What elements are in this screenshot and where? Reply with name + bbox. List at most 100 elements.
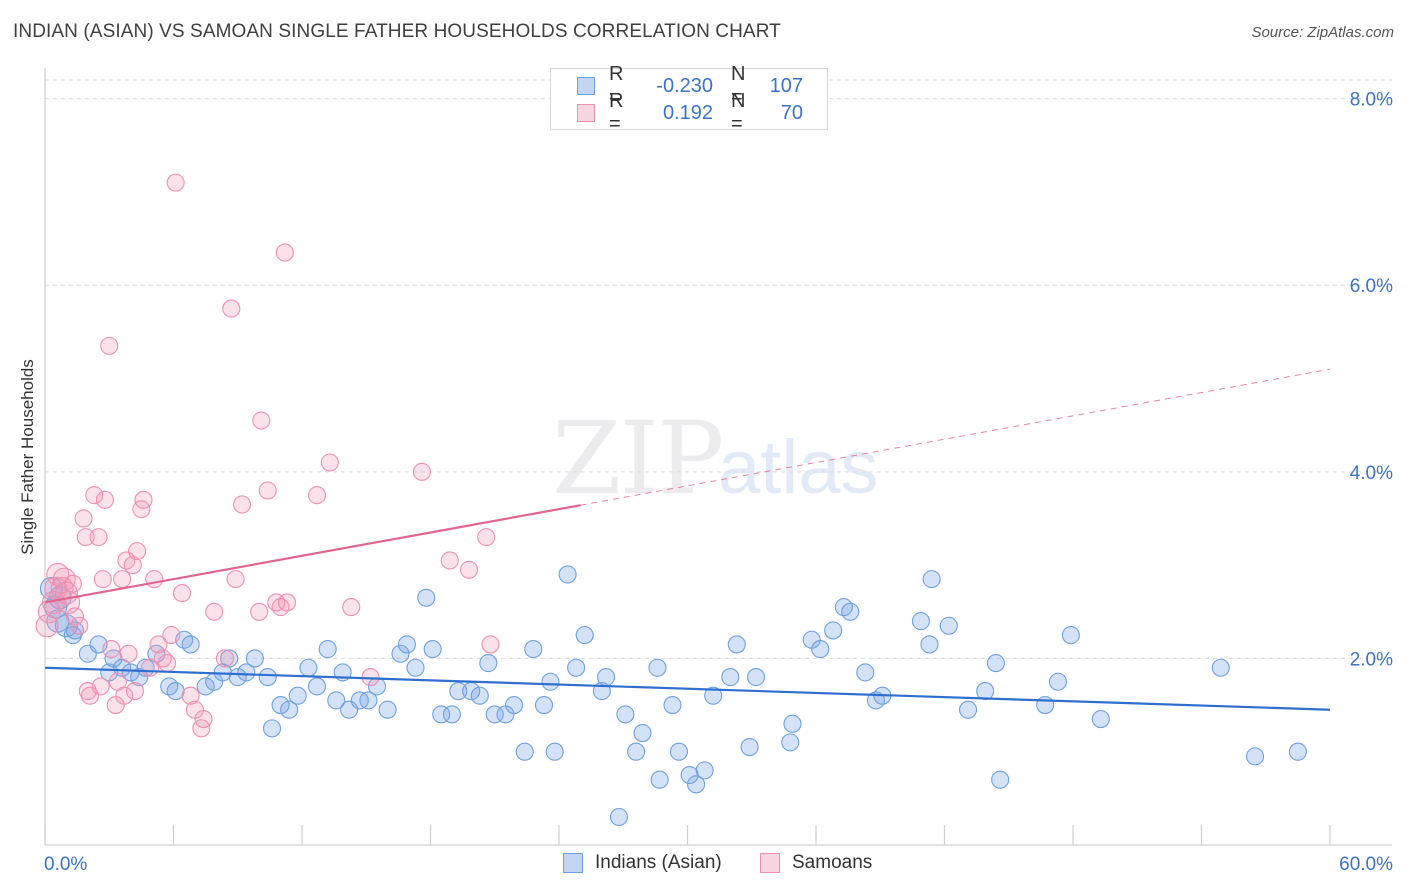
- point-indians: [976, 682, 995, 701]
- point-samoans: [76, 528, 95, 547]
- point-samoans: [222, 299, 241, 318]
- y-tick-label: 2.0%: [1350, 649, 1393, 670]
- legend-label-samoans: Samoans: [792, 852, 873, 873]
- point-indians: [470, 686, 489, 705]
- point-indians: [663, 696, 682, 715]
- point-indians: [406, 658, 425, 677]
- point-samoans: [128, 542, 147, 561]
- point-indians: [417, 588, 436, 607]
- point-samoans: [95, 490, 115, 509]
- point-samoans: [275, 243, 294, 262]
- x-tick-label-min: 0.0%: [44, 854, 87, 875]
- y-tick-label: 8.0%: [1350, 90, 1393, 111]
- watermark-zip: ZIP: [552, 400, 724, 517]
- point-indians: [721, 668, 740, 687]
- point-indians: [534, 696, 554, 715]
- point-samoans: [166, 173, 185, 192]
- legend-r-label: R =: [609, 63, 624, 108]
- point-indians: [485, 705, 504, 724]
- point-indians: [558, 565, 577, 584]
- point-indians: [575, 626, 594, 645]
- point-indians: [991, 770, 1010, 789]
- point-samoans: [115, 686, 134, 705]
- point-indians: [1245, 747, 1265, 766]
- legend-r-value: 0.192: [662, 101, 713, 124]
- point-samoans: [63, 574, 82, 593]
- point-samoans: [258, 481, 277, 500]
- point-samoans: [85, 486, 104, 505]
- point-indians: [545, 742, 564, 761]
- point-indians: [695, 761, 714, 780]
- point-samoans: [271, 598, 290, 617]
- point-indians: [704, 686, 723, 705]
- point-samoans: [226, 570, 245, 589]
- point-indians: [866, 691, 886, 710]
- point-indians: [922, 570, 941, 589]
- point-samoans: [194, 710, 213, 729]
- trend-line-samoans: [44, 504, 581, 604]
- point-samoans: [320, 453, 339, 472]
- point-indians: [1061, 626, 1080, 645]
- axes: [44, 68, 1392, 846]
- source-label: Source: ZipAtlas.com: [1251, 24, 1394, 41]
- point-samoans: [102, 640, 121, 659]
- point-samoans: [181, 686, 200, 705]
- point-indians: [397, 635, 416, 654]
- point-indians: [318, 640, 337, 659]
- point-samoans: [250, 602, 269, 621]
- point-indians: [504, 696, 524, 715]
- legend-label-indians: Indians (Asian): [595, 852, 722, 873]
- point-samoans: [145, 570, 164, 589]
- point-indians: [783, 714, 802, 733]
- point-indians: [911, 612, 930, 631]
- point-samoans: [149, 635, 168, 654]
- point-indians: [648, 658, 667, 677]
- point-indians: [220, 649, 239, 668]
- legend-n-label: N =: [731, 90, 746, 135]
- point-indians: [288, 686, 307, 705]
- point-samoans: [459, 560, 479, 579]
- legend-swatch-samoans: [577, 104, 595, 122]
- trend-line-indians: [44, 666, 1331, 711]
- point-samoans: [440, 551, 459, 570]
- point-indians: [746, 668, 766, 687]
- point-indians: [196, 677, 215, 696]
- point-indians: [669, 742, 688, 761]
- legend-r-value: -0.230: [656, 74, 713, 97]
- point-samoans: [215, 649, 234, 668]
- point-indians: [237, 663, 256, 682]
- point-indians: [727, 635, 746, 654]
- point-samoans: [70, 616, 89, 635]
- point-indians: [432, 705, 451, 724]
- point-samoans: [307, 486, 327, 505]
- point-indians: [633, 723, 652, 743]
- y-tick-label: 4.0%: [1350, 463, 1393, 484]
- point-indians: [280, 700, 299, 719]
- point-indians: [541, 672, 560, 691]
- point-indians: [687, 775, 706, 794]
- point-indians: [359, 691, 378, 710]
- legend-n-value: 107: [769, 74, 803, 97]
- legend-r-label: R =: [609, 90, 624, 135]
- point-indians: [959, 700, 978, 719]
- point-indians: [740, 737, 759, 757]
- point-samoans: [65, 607, 85, 626]
- trend-line-samoans-extrapolated: [580, 368, 1331, 506]
- point-samoans: [162, 626, 181, 645]
- point-indians: [1211, 658, 1230, 677]
- point-indians: [650, 770, 669, 789]
- point-indians: [391, 644, 410, 663]
- point-indians: [245, 649, 264, 668]
- legend-n-label: N =: [731, 63, 746, 108]
- point-indians: [1036, 696, 1055, 715]
- point-samoans: [252, 411, 271, 430]
- point-samoans: [123, 556, 142, 575]
- point-samoans: [361, 668, 380, 687]
- y-tick-label: 6.0%: [1350, 276, 1393, 297]
- point-samoans: [74, 509, 93, 528]
- legend-swatch-indians: [563, 853, 583, 873]
- point-indians: [986, 654, 1005, 673]
- point-samoans: [91, 677, 110, 696]
- point-samoans: [89, 528, 108, 547]
